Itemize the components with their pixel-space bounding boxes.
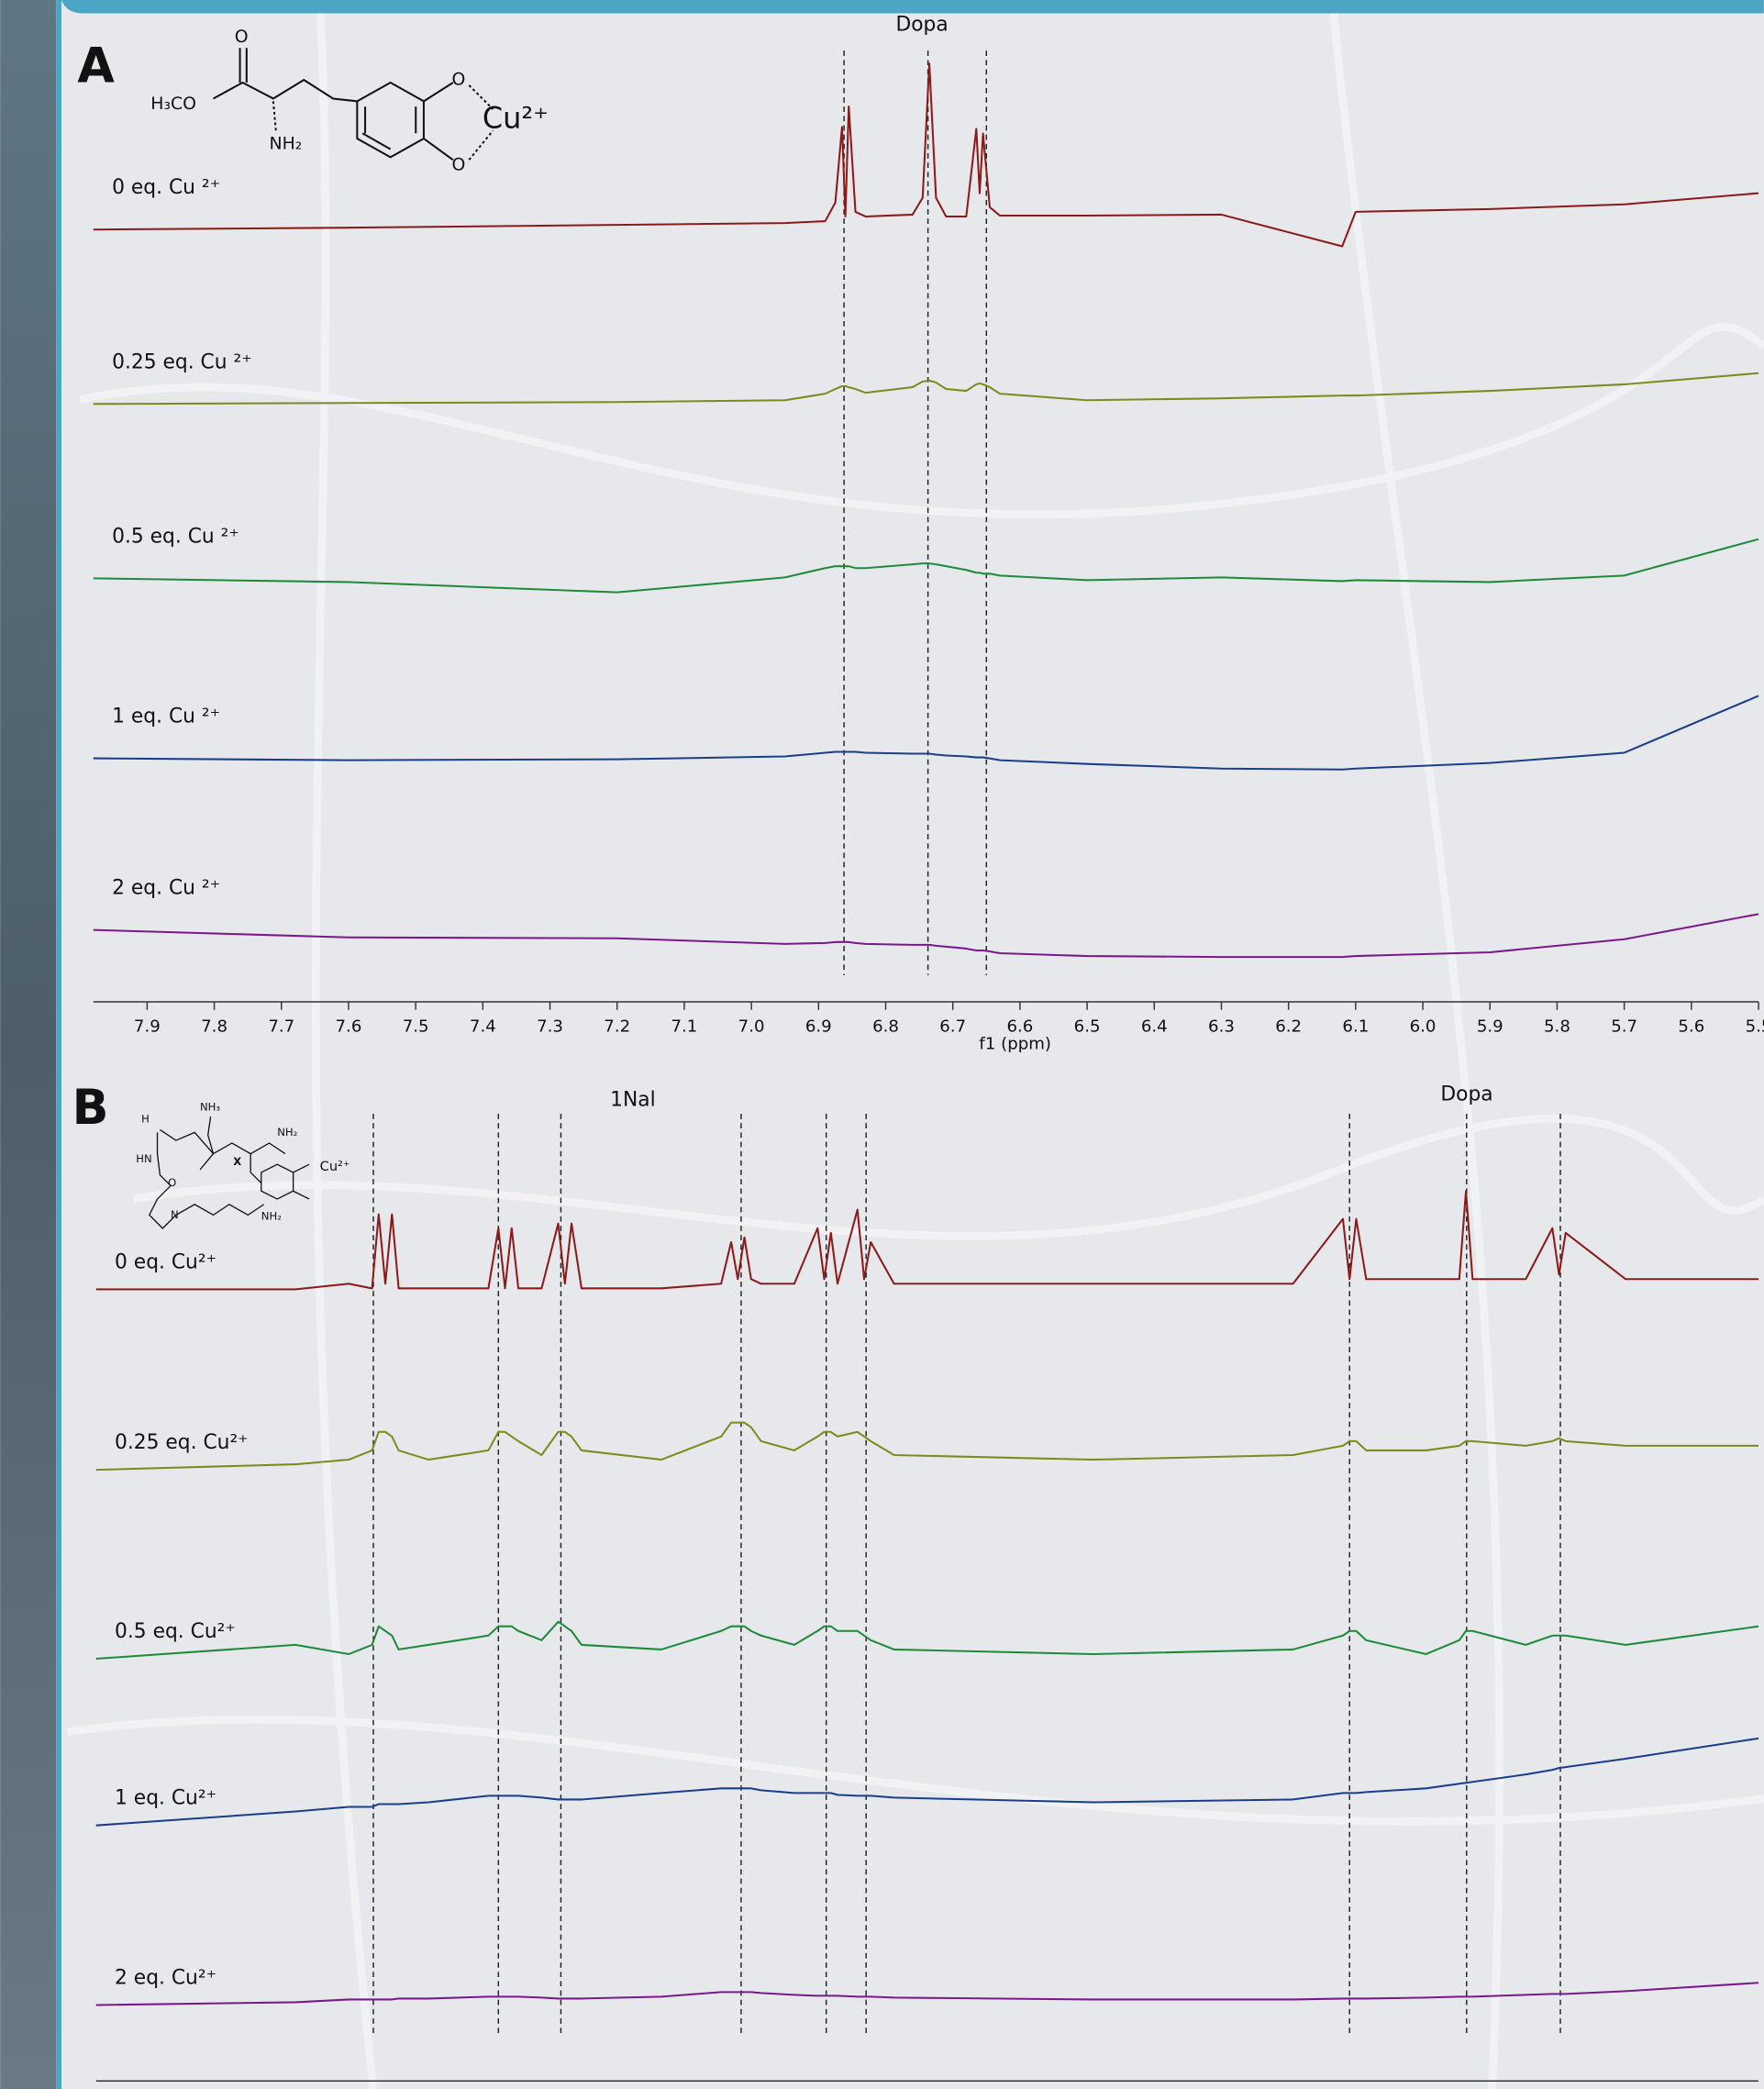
- trace-label: 0.25 eq. Cu²⁺: [115, 1431, 249, 1454]
- x-tick-label: 5.5: [1746, 1017, 1764, 1037]
- structure-label: Cu²⁺: [483, 101, 549, 136]
- x-tick-label: 7.4: [470, 1017, 496, 1037]
- structure-label: HN: [136, 1152, 151, 1165]
- x-tick-label: 6.5: [1074, 1017, 1101, 1037]
- x-tick-label: 5.6: [1678, 1017, 1704, 1037]
- trace-label: 1 eq. Cu ²⁺: [112, 706, 220, 728]
- x-tick-label: 6.8: [872, 1017, 899, 1037]
- annotation: Dopa: [1440, 1083, 1492, 1106]
- x-tick-label: 6.0: [1410, 1017, 1437, 1037]
- structure-label: Cu²⁺: [320, 1160, 350, 1174]
- structure-label: O: [451, 70, 465, 90]
- annotation: Dopa: [895, 14, 948, 37]
- side-border: [56, 0, 61, 2089]
- panel-label: B: [72, 1080, 109, 1136]
- x-tick-label: 5.9: [1477, 1017, 1503, 1037]
- trace-label: 0.5 eq. Cu²⁺: [115, 1620, 236, 1643]
- annotation: 1Nal: [610, 1088, 656, 1111]
- x-tick-label: 7.6: [336, 1017, 362, 1037]
- x-tick-label: 5.7: [1611, 1017, 1637, 1037]
- x-tick-label: 6.7: [939, 1017, 966, 1037]
- trace-label: 0 eq. Cu²⁺: [115, 1250, 216, 1273]
- x-tick-label: 6.9: [805, 1017, 832, 1037]
- trace-label: 2 eq. Cu ²⁺: [112, 877, 220, 900]
- x-tick-label: 7.5: [403, 1017, 429, 1037]
- structure-label: O: [235, 27, 249, 47]
- structure-label: H: [141, 1112, 150, 1125]
- structure-label: N: [171, 1208, 179, 1221]
- x-tick-label: 7.2: [604, 1017, 630, 1037]
- figure: A B H₃CO O NH₂ O O Cu²⁺ NH₃ H HN O N X N…: [0, 0, 1764, 2089]
- x-tick-label: 6.3: [1208, 1017, 1235, 1037]
- x-tick-label: 6.2: [1275, 1017, 1302, 1037]
- structure-label: O: [168, 1176, 176, 1189]
- x-tick-label: 7.7: [268, 1017, 294, 1037]
- x-tick-label: 6.6: [1006, 1017, 1033, 1037]
- x-tick-label: 7.9: [134, 1017, 161, 1037]
- trace-label: 2 eq. Cu²⁺: [115, 1966, 216, 1989]
- x-tick-label: 7.8: [201, 1017, 227, 1037]
- structure-label: NH₂: [261, 1209, 282, 1222]
- trace-label: 1 eq. Cu²⁺: [115, 1787, 216, 1810]
- structure-label: NH₂: [270, 133, 303, 153]
- trace-label: 0.5 eq. Cu ²⁺: [112, 525, 239, 548]
- x-tick-label: 5.8: [1544, 1017, 1570, 1037]
- trace-label: 0.25 eq. Cu ²⁺: [112, 350, 252, 373]
- page: {"chart_data": [ {"type": "line", "panel…: [0, 0, 1764, 2089]
- x-tick-label: 6.4: [1141, 1017, 1168, 1037]
- structure-label: H₃CO: [150, 94, 196, 114]
- structure-label: NH₃: [200, 1100, 220, 1113]
- x-tick-label: 7.0: [738, 1017, 765, 1037]
- structure-label: O: [451, 155, 465, 175]
- x-tick-label: 7.3: [537, 1017, 563, 1037]
- side-panel: [0, 0, 56, 2089]
- panel-label: A: [77, 39, 115, 94]
- x-tick-label: 6.1: [1342, 1017, 1369, 1037]
- trace-label: 0 eq. Cu ²⁺: [112, 176, 220, 199]
- x-axis-label: f1 (ppm): [979, 1035, 1051, 1054]
- structure-label: NH₂: [277, 1126, 297, 1139]
- top-bar: [61, 0, 1764, 14]
- structure-label: X: [233, 1155, 241, 1168]
- x-tick-label: 7.1: [671, 1017, 697, 1037]
